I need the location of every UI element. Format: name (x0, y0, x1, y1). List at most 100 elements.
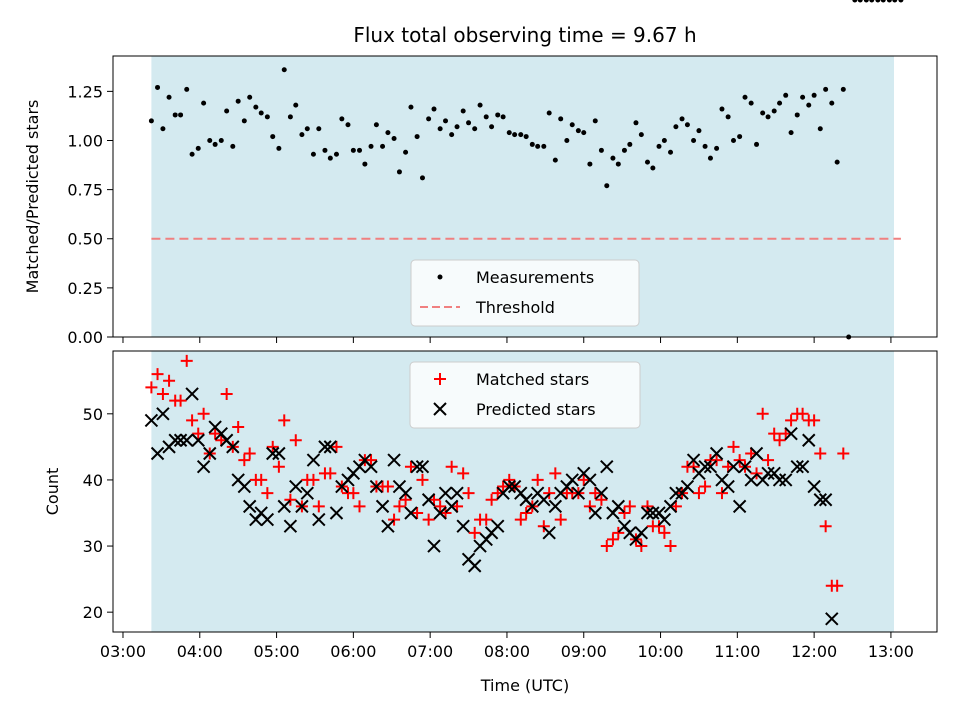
matched-point (197, 407, 210, 420)
predicted-point (726, 459, 741, 474)
measurement-point (212, 141, 218, 147)
bottom-y-tick-label: 50 (83, 405, 103, 424)
measurement-point (489, 124, 495, 130)
matched-point (445, 460, 458, 473)
measurement-point (512, 132, 518, 138)
matched-point (595, 493, 608, 506)
x-tick-label: 05:00 (254, 642, 300, 661)
predicted-point (657, 512, 672, 527)
predicted-point (369, 479, 384, 494)
measurement-point (368, 143, 374, 149)
predicted-point (807, 479, 821, 494)
matched-point (416, 473, 429, 486)
predicted-point (600, 459, 614, 474)
predicted-point (813, 493, 827, 507)
matched-point (261, 487, 274, 500)
measurement-point (218, 137, 224, 143)
predicted-point (180, 433, 194, 447)
matched-point (174, 394, 187, 407)
x-tick-label: 06:00 (330, 642, 376, 661)
x-tick-label: 12:00 (791, 642, 837, 661)
matched-point (796, 407, 809, 420)
measurement-point (304, 126, 310, 132)
predicted-point (237, 479, 252, 494)
measurement-point (725, 114, 731, 120)
measurement-point (627, 141, 633, 147)
matched-point (468, 526, 481, 539)
predicted-point (456, 519, 470, 533)
measurement-point (426, 116, 432, 122)
predicted-point (542, 526, 556, 540)
predicted-point (438, 486, 453, 500)
measurement-point (610, 155, 616, 161)
predicted-points (145, 387, 839, 626)
measurement-point (155, 84, 161, 90)
measurement-point (172, 112, 178, 118)
predicted-point (709, 446, 724, 461)
x-tick-label: 03:00 (100, 642, 146, 661)
predicted-point (185, 387, 199, 401)
measurement-point (264, 114, 270, 120)
predicted-point (548, 499, 563, 514)
matched-point (307, 473, 320, 486)
predicted-point (306, 453, 321, 467)
measurement-point (281, 67, 287, 73)
measurement-point (333, 151, 339, 157)
predicted-legend-marker (433, 402, 447, 416)
measurement-point (564, 137, 570, 143)
measurement-point (178, 112, 184, 118)
matched-point (381, 480, 394, 493)
matched-point (773, 434, 786, 447)
legend-threshold: Threshold (475, 298, 555, 317)
predicted-point (802, 433, 816, 447)
measurement-point (707, 155, 713, 161)
predicted-point (779, 473, 793, 487)
measurement-point (350, 147, 356, 153)
x-tick-label: 11:00 (714, 642, 760, 661)
measurement-point (362, 161, 368, 167)
measurement-point (380, 143, 386, 149)
matched-point (151, 368, 164, 381)
measurement-point (621, 147, 627, 153)
matched-point (255, 473, 268, 486)
measurement-point (742, 94, 748, 100)
predicted-point (502, 479, 516, 494)
matched-point (457, 467, 470, 480)
measurement-point (691, 137, 697, 143)
matched-point (756, 407, 769, 420)
predicted-point (790, 459, 804, 474)
measurement-points (148, 0, 904, 340)
matched-point (324, 467, 337, 480)
matched-point (156, 387, 169, 400)
matched-point (727, 440, 740, 453)
measurement-point (788, 130, 794, 136)
matched-point (623, 500, 636, 513)
matched-point (600, 540, 613, 553)
matched-point (710, 454, 723, 467)
measurement-point (293, 102, 299, 108)
measurement-point (892, 0, 898, 3)
predicted-point (427, 539, 441, 553)
measurement-point (316, 126, 322, 132)
measurement-point (437, 126, 443, 132)
predicted-point (283, 519, 298, 533)
measurement-point (276, 145, 282, 151)
predicted-point (491, 519, 505, 533)
matched-point (554, 513, 567, 526)
matched-point (186, 414, 199, 427)
matched-point (618, 506, 631, 519)
predicted-point (266, 446, 280, 461)
predicted-point (467, 559, 482, 573)
measurement-point (811, 92, 817, 98)
x-tick-label: 13:00 (868, 642, 914, 661)
measurement-point (581, 130, 587, 136)
predicted-point (525, 499, 540, 514)
predicted-point (594, 486, 609, 500)
measurement-point (477, 102, 483, 108)
predicted-point (410, 459, 424, 474)
top-y-tick-label: 0.00 (67, 328, 103, 347)
predicted-point (381, 519, 395, 533)
predicted-point (795, 459, 810, 474)
predicted-point (588, 506, 602, 520)
bottom-y-tick-label: 30 (83, 537, 103, 556)
